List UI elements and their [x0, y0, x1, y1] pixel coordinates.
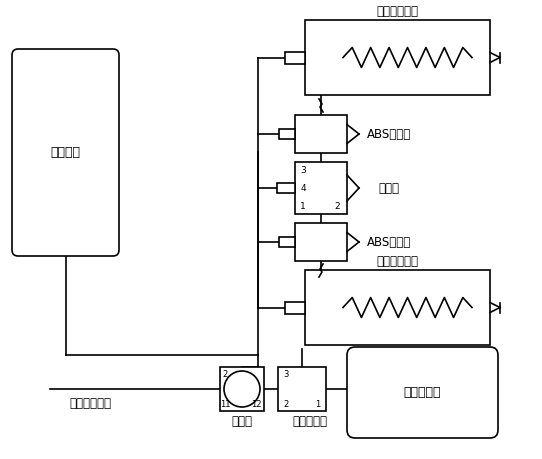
Bar — [295, 115, 347, 153]
Text: 11: 11 — [220, 399, 230, 409]
Bar — [305, 20, 490, 95]
Bar — [285, 302, 305, 313]
Bar — [305, 270, 490, 345]
Text: 3: 3 — [300, 166, 306, 174]
Text: 1: 1 — [300, 202, 306, 211]
Text: ABS电磁阀: ABS电磁阀 — [367, 128, 411, 140]
Text: 弹簧贮能气室: 弹簧贮能气室 — [377, 5, 418, 17]
Text: 常闭电磁阀: 常闭电磁阀 — [293, 414, 327, 427]
Bar — [279, 237, 295, 247]
Text: 后贮气筒: 后贮气筒 — [50, 146, 81, 159]
Text: 继动阀: 继动阀 — [378, 181, 399, 195]
Bar — [295, 162, 347, 214]
Text: 辅助贮气筒: 辅助贮气筒 — [404, 386, 441, 399]
Text: 3: 3 — [283, 369, 289, 379]
Bar — [277, 183, 295, 193]
Text: 2: 2 — [283, 399, 289, 409]
Text: 弹簧贮能气室: 弹簧贮能气室 — [377, 254, 418, 268]
Text: ABS电磁阀: ABS电磁阀 — [367, 235, 411, 248]
Bar — [285, 51, 305, 63]
Text: 1: 1 — [315, 399, 321, 409]
Bar — [220, 367, 264, 411]
Bar — [278, 367, 326, 411]
FancyBboxPatch shape — [347, 347, 498, 438]
Bar — [295, 223, 347, 261]
Circle shape — [224, 371, 260, 407]
Bar — [279, 129, 295, 139]
Text: 2: 2 — [222, 369, 228, 379]
Text: 连接制动总泵: 连接制动总泵 — [69, 397, 111, 409]
Text: 2: 2 — [334, 202, 340, 211]
Text: 4: 4 — [300, 184, 306, 192]
Text: 双向阀: 双向阀 — [231, 414, 253, 427]
FancyBboxPatch shape — [12, 49, 119, 256]
Text: 12: 12 — [251, 399, 261, 409]
